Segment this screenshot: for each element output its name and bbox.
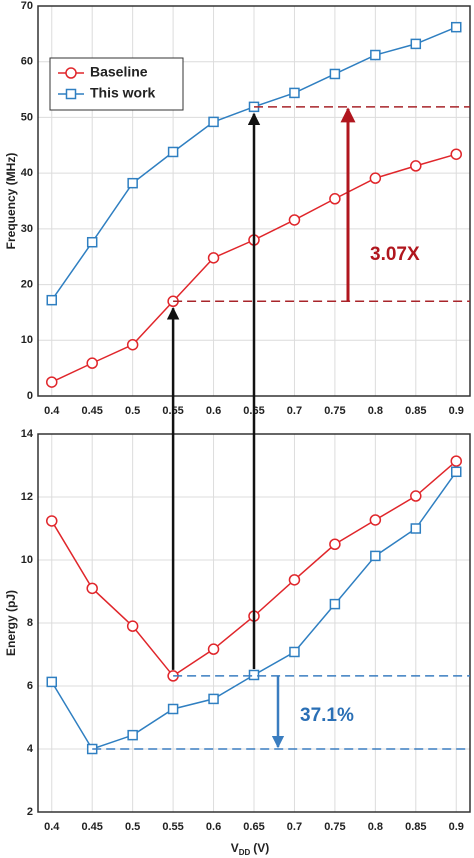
x-tick-label: 0.6: [206, 405, 221, 417]
x-tick-label: 0.8: [368, 405, 383, 417]
x-tick-label: 0.45: [81, 821, 102, 833]
marker: [167, 146, 179, 158]
y-tick-label: 70: [21, 0, 33, 12]
marker: [369, 172, 382, 184]
marker: [208, 116, 219, 128]
y-axis-label: Energy (pJ): [4, 590, 18, 656]
x-axis-label-part: V: [231, 841, 239, 855]
marker: [410, 160, 422, 172]
y-tick-label: 4: [27, 743, 34, 755]
marker: [410, 523, 422, 534]
x-tick-label: 0.8: [368, 821, 383, 833]
y-tick-label: 6: [27, 680, 33, 692]
y-axis-label: Frequency (MHz): [4, 153, 18, 250]
marker: [450, 455, 462, 467]
x-tick-label: 0.4: [44, 405, 60, 417]
marker: [127, 177, 138, 189]
marker: [167, 703, 179, 715]
y-tick-label: 10: [21, 334, 33, 346]
x-tick-label: 0.55: [162, 821, 183, 833]
marker: [410, 490, 422, 502]
y-tick-label: 10: [21, 554, 33, 566]
marker: [126, 620, 139, 632]
y-tick-label: 40: [21, 167, 33, 179]
marker: [126, 338, 139, 351]
marker: [289, 87, 300, 99]
marker: [329, 538, 341, 550]
x-tick-label: 0.9: [449, 405, 464, 417]
marker: [46, 676, 58, 688]
y-tick-label: 50: [21, 111, 33, 123]
x-tick-label: 0.75: [324, 405, 345, 417]
marker: [86, 582, 98, 595]
y-tick-label: 2: [27, 806, 33, 818]
marker: [46, 294, 58, 306]
y-tick-label: 8: [27, 617, 33, 629]
x-tick-label: 0.6: [206, 821, 221, 833]
marker: [410, 38, 422, 50]
marker: [289, 646, 300, 658]
marker: [370, 550, 381, 562]
marker: [46, 376, 58, 388]
annotation: 3.07X: [370, 244, 420, 265]
x-tick-label: 0.75: [324, 821, 345, 833]
marker: [370, 49, 381, 61]
x-tick-label: 0.5: [125, 821, 140, 833]
marker: [329, 68, 341, 80]
marker: [86, 236, 98, 248]
y-tick-label: 60: [21, 56, 33, 68]
x-tick-label: 0.85: [405, 405, 426, 417]
legend-label: This work: [90, 85, 156, 101]
x-tick-label: 0.5: [125, 405, 140, 417]
y-tick-label: 14: [21, 428, 34, 440]
x-axis-label-part: (V): [253, 841, 269, 855]
x-tick-label: 0.7: [287, 821, 302, 833]
x-axis-label: VDD (V): [231, 841, 270, 857]
marker: [288, 574, 301, 586]
annotation: 37.1%: [300, 705, 354, 726]
marker: [127, 729, 138, 741]
marker: [450, 466, 462, 478]
marker: [248, 669, 260, 681]
x-tick-label: 0.45: [81, 405, 102, 417]
marker: [369, 514, 382, 526]
marker: [208, 693, 219, 705]
legend-label: Baseline: [90, 64, 148, 80]
y-tick-label: 0: [27, 390, 33, 402]
x-tick-label: 0.85: [405, 821, 426, 833]
x-tick-label: 0.9: [449, 821, 464, 833]
y-tick-label: 30: [21, 223, 33, 235]
y-tick-label: 20: [21, 278, 33, 290]
x-tick-label: 0.4: [44, 821, 60, 833]
marker: [288, 214, 301, 226]
y-tick-label: 12: [21, 491, 33, 503]
x-tick-label: 0.65: [243, 821, 264, 833]
marker: [450, 148, 462, 160]
marker: [329, 598, 341, 610]
marker: [86, 357, 98, 369]
marker: [207, 252, 220, 264]
marker: [46, 515, 58, 527]
marker: [329, 193, 341, 205]
x-tick-label: 0.7: [287, 405, 302, 417]
marker: [450, 21, 462, 33]
legend-marker: [65, 88, 77, 100]
x-axis-label-sub: DD: [239, 848, 251, 857]
marker: [207, 643, 220, 655]
legend-box: [49, 57, 184, 111]
legend-marker: [65, 67, 77, 79]
